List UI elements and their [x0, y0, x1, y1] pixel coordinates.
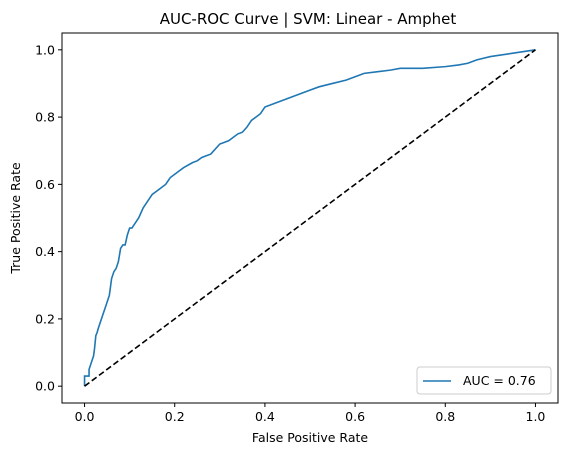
chart-title: AUC-ROC Curve | SVM: Linear - Amphet: [160, 10, 457, 28]
x-tick-label: 0.2: [165, 409, 185, 424]
y-tick-label: 1.0: [35, 42, 55, 57]
legend: AUC = 0.76: [416, 366, 552, 395]
x-tick-label: 0.4: [255, 409, 275, 424]
legend-box: [416, 366, 552, 395]
x-axis-label: False Positive Rate: [252, 430, 368, 445]
plot-frame: [61, 32, 559, 404]
y-tick-label: 0.0: [35, 379, 55, 394]
y-tick-label: 0.4: [35, 244, 55, 259]
y-tick-label: 0.6: [35, 177, 55, 192]
y-axis-label: True Positive Rate: [8, 162, 23, 275]
y-axis-ticks: 0.0 0.2 0.4 0.6 0.8 1.0: [35, 42, 62, 394]
y-tick-label: 0.8: [35, 110, 55, 125]
series-layer: [83, 49, 536, 387]
diagonal-reference-line: [84, 49, 536, 387]
x-tick-label: 0.8: [435, 409, 455, 424]
x-tick-label: 0.6: [345, 409, 365, 424]
x-tick-label: 1.0: [526, 409, 546, 424]
y-tick-label: 0.2: [35, 311, 55, 326]
roc-curve-line: [83, 49, 536, 387]
x-axis-ticks: 0.0 0.2 0.4 0.6 0.8 1.0: [75, 403, 546, 424]
x-tick-label: 0.0: [75, 409, 95, 424]
legend-label: AUC = 0.76: [463, 373, 536, 388]
